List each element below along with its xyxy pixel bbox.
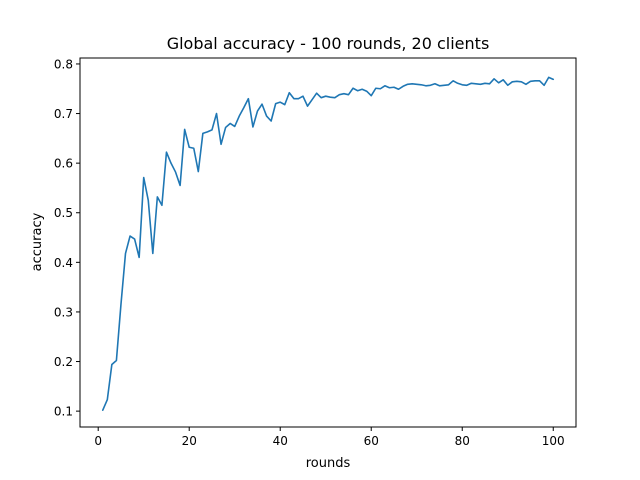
y-tick-label: 0.7 <box>54 107 73 121</box>
chart-title: Global accuracy - 100 rounds, 20 clients <box>167 34 490 53</box>
y-tick-label: 0.6 <box>54 157 73 171</box>
x-tick-label: 60 <box>364 434 379 448</box>
y-tick-label: 0.2 <box>54 355 73 369</box>
y-tick-label: 0.4 <box>54 256 73 270</box>
plot-frame <box>79 57 577 428</box>
y-tick-label: 0.1 <box>54 405 73 419</box>
y-axis-ticks: 0.1 0.2 0.3 0.4 0.5 0.6 0.7 0.8 <box>54 57 80 419</box>
accuracy-series-line <box>101 76 555 411</box>
x-tick-label: 0 <box>94 434 102 448</box>
x-tick-label: 100 <box>542 434 565 448</box>
x-tick-label: 20 <box>182 434 197 448</box>
x-axis-ticks: 0 20 40 60 80 100 <box>94 427 565 448</box>
y-axis-label: accuracy <box>30 212 45 271</box>
y-tick-label: 0.3 <box>54 305 73 319</box>
y-tick-label: 0.5 <box>54 206 73 220</box>
y-tick-label: 0.8 <box>54 57 73 71</box>
series-layer <box>101 76 555 411</box>
x-axis-label: rounds <box>306 456 351 471</box>
x-tick-label: 80 <box>455 434 470 448</box>
x-tick-label: 40 <box>273 434 288 448</box>
